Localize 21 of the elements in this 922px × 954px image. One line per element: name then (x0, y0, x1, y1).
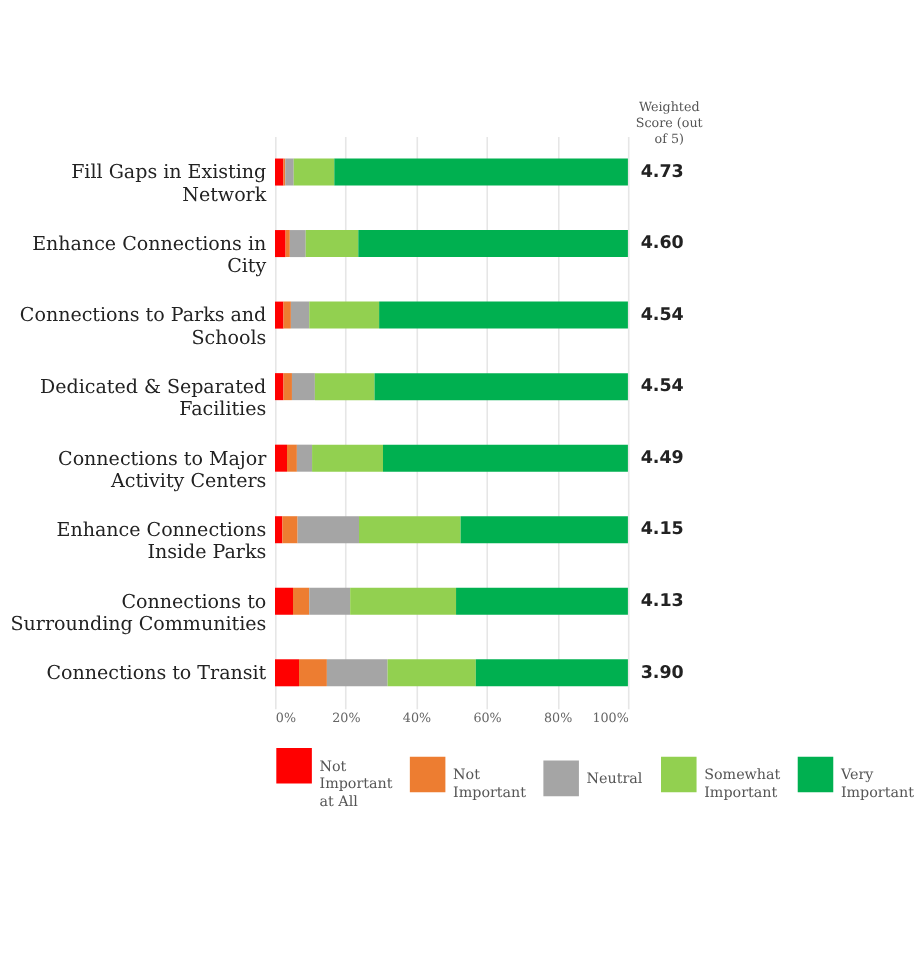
y-tick-label: Fill Gaps in Existing Network (71, 162, 267, 207)
y-tick-label: Connections to Surrounding Communities (10, 591, 267, 636)
y-tick-label: Connections to Parks and Schools (19, 305, 267, 350)
text: 4.73 (640, 162, 684, 183)
text: 4.60 (640, 234, 684, 255)
text: 4.54 (640, 305, 684, 326)
text: 4.49 (640, 448, 684, 469)
legend-label: Not Important (453, 765, 527, 801)
text: 4.13 (640, 592, 684, 613)
y-tick-label: Connections to Major Activity Centers (58, 448, 268, 493)
y-tick-label: Enhance Connections Inside Parks (56, 520, 267, 565)
text: 4.54 (640, 377, 684, 398)
legend-label: Very Important (838, 765, 915, 801)
text: 4.15 (640, 520, 684, 541)
y-tick-label: Dedicated & Separated Facilities (39, 377, 267, 422)
legend-label: Neutral (586, 769, 644, 788)
y-tick-label: Enhance Connections in City (32, 233, 268, 279)
legend-label: Not Important at All (319, 756, 393, 810)
text: 3.90 (640, 663, 684, 684)
y-tick-label: Connections to Transit (46, 663, 267, 686)
legend-label: Somewhat Important (704, 765, 781, 801)
